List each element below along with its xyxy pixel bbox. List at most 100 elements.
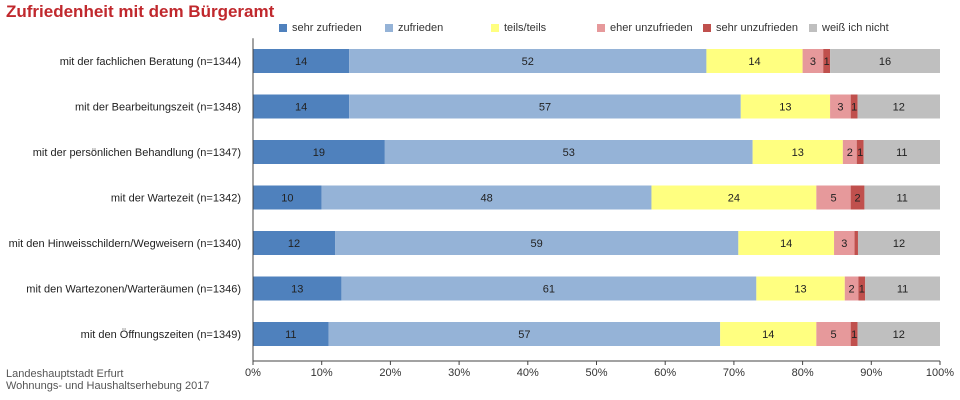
bar-segment bbox=[756, 276, 845, 301]
data-label: 1 bbox=[824, 56, 830, 68]
data-label: 12 bbox=[288, 238, 300, 250]
category-label: mit der Wartezeit (n=1342) bbox=[111, 193, 241, 205]
bar-segment bbox=[856, 140, 864, 164]
x-tick-label: 20% bbox=[379, 367, 401, 379]
data-label: 52 bbox=[522, 56, 534, 68]
data-label: 10 bbox=[281, 193, 293, 205]
legend-swatch bbox=[809, 24, 817, 32]
bar-segment bbox=[823, 49, 831, 73]
legend-swatch bbox=[703, 24, 711, 32]
category-label: mit der Bearbeitungszeit (n=1348) bbox=[75, 102, 241, 114]
legend-swatch bbox=[491, 24, 499, 32]
bar-segment bbox=[842, 140, 857, 164]
data-label: 13 bbox=[779, 102, 791, 114]
bar-segment bbox=[253, 49, 350, 73]
x-tick-label: 70% bbox=[723, 367, 745, 379]
legend-label: weiß ich nicht bbox=[822, 22, 889, 34]
data-label: 11 bbox=[897, 284, 908, 296]
bar-segment bbox=[864, 185, 940, 210]
data-label: 13 bbox=[792, 147, 804, 159]
bar-segment bbox=[328, 322, 721, 346]
source-line-1: Landeshauptstadt Erfurt bbox=[6, 368, 124, 380]
bar-segment bbox=[253, 276, 342, 301]
data-label: 11 bbox=[285, 329, 296, 341]
bar-segment bbox=[830, 49, 940, 73]
bar-segment bbox=[857, 231, 940, 255]
bar-segment bbox=[850, 94, 858, 119]
x-tick-label: 100% bbox=[926, 367, 954, 379]
data-label: 48 bbox=[480, 193, 492, 205]
data-label: 61 bbox=[543, 284, 555, 296]
data-label: 14 bbox=[780, 238, 792, 250]
legend-swatch bbox=[385, 24, 393, 32]
data-label: 11 bbox=[896, 147, 907, 159]
data-label: 14 bbox=[295, 56, 307, 68]
bar-segment bbox=[857, 322, 940, 346]
data-label: 3 bbox=[841, 238, 847, 250]
x-tick-label: 60% bbox=[654, 367, 676, 379]
data-label: 12 bbox=[893, 329, 905, 341]
bar-segment bbox=[253, 94, 350, 119]
legend-item: sehr unzufrieden bbox=[703, 20, 798, 36]
x-tick-label: 30% bbox=[448, 367, 470, 379]
bar-segment bbox=[740, 94, 831, 119]
bar-segment bbox=[335, 231, 739, 255]
bar-segment bbox=[384, 140, 753, 164]
bar-segment bbox=[844, 276, 859, 301]
bar-segment bbox=[706, 49, 803, 73]
data-label: 13 bbox=[291, 284, 303, 296]
data-label: 14 bbox=[295, 102, 307, 114]
data-label: 12 bbox=[893, 238, 905, 250]
bar-segment bbox=[253, 231, 336, 255]
bar-segment bbox=[253, 185, 322, 210]
category-label: mit der persönlichen Behandlung (n=1347) bbox=[33, 147, 241, 159]
legend-item: weiß ich nicht bbox=[809, 20, 889, 36]
bar-segment bbox=[850, 185, 865, 210]
data-label: 5 bbox=[830, 329, 836, 341]
data-label: 14 bbox=[762, 329, 774, 341]
bar-segment bbox=[816, 185, 851, 210]
bar-segment bbox=[738, 231, 835, 255]
bar-segment bbox=[863, 140, 940, 164]
legend-label: zufrieden bbox=[398, 22, 444, 34]
x-tick-label: 10% bbox=[311, 367, 333, 379]
data-label: 53 bbox=[563, 147, 575, 159]
bar-segment bbox=[341, 276, 757, 301]
category-label: mit der fachlichen Beratung (n=1344) bbox=[60, 56, 241, 68]
data-label: 1 bbox=[859, 284, 865, 296]
bar-segment bbox=[651, 185, 817, 210]
chart-title: Zufriedenheit mit dem Bürgeramt bbox=[6, 2, 275, 21]
bar-segment bbox=[830, 94, 851, 119]
data-label: 12 bbox=[893, 102, 905, 114]
x-tick-label: 40% bbox=[517, 367, 539, 379]
legend-item: zufrieden bbox=[385, 20, 443, 36]
data-label: 3 bbox=[810, 56, 816, 68]
legend-label: sehr unzufrieden bbox=[716, 22, 798, 34]
x-tick-label: 0% bbox=[245, 367, 261, 379]
data-label: 59 bbox=[531, 238, 543, 250]
legend-item: eher unzufrieden bbox=[597, 20, 693, 36]
bar-segment bbox=[850, 322, 858, 346]
legend-swatch bbox=[597, 24, 605, 32]
data-label: 5 bbox=[830, 193, 836, 205]
data-label: 57 bbox=[539, 102, 551, 114]
source-line-2: Wohnungs- und Haushaltserhebung 2017 bbox=[6, 380, 210, 392]
data-label: 16 bbox=[879, 56, 891, 68]
bar-segment bbox=[752, 140, 843, 164]
data-label: 2 bbox=[847, 147, 853, 159]
data-label: 13 bbox=[794, 284, 806, 296]
legend-label: eher unzufrieden bbox=[610, 22, 693, 34]
x-tick-label: 90% bbox=[860, 367, 882, 379]
data-label: 14 bbox=[748, 56, 760, 68]
data-label: 24 bbox=[728, 193, 740, 205]
category-label: mit den Hinweisschildern/Wegweisern (n=1… bbox=[9, 238, 241, 250]
data-label: 2 bbox=[854, 193, 860, 205]
legend-item: teils/teils bbox=[491, 20, 546, 36]
bar-segment bbox=[349, 94, 741, 119]
category-label: mit den Öffnungszeiten (n=1349) bbox=[81, 329, 241, 341]
bar-segment bbox=[854, 231, 858, 255]
data-label: 3 bbox=[837, 102, 843, 114]
data-label: 11 bbox=[897, 193, 908, 205]
bar-segment bbox=[720, 322, 817, 346]
